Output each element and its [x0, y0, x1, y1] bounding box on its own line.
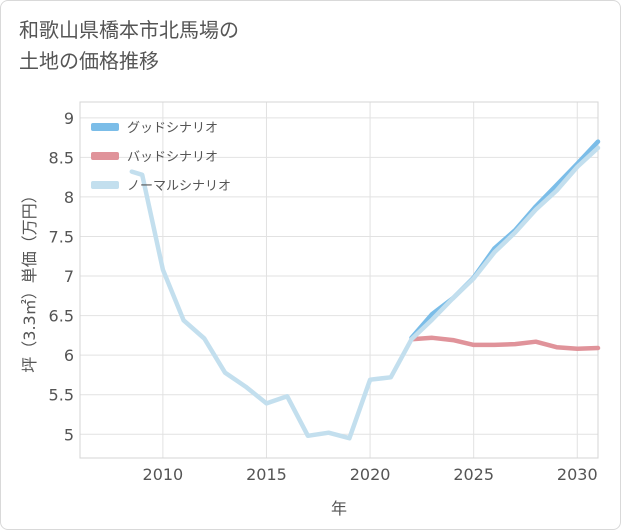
legend-label-normal: ノーマルシナリオ [127, 179, 231, 194]
y-tick-label: 9 [64, 109, 74, 128]
legend-label-bad: バッドシナリオ [127, 150, 218, 165]
y-tick-label: 6.5 [49, 307, 74, 326]
legend-label-good: グッドシナリオ [127, 121, 218, 136]
y-tick-label: 6 [64, 346, 74, 365]
x-tick-labels: 2010 2015 2020 2025 2030 [143, 465, 598, 484]
legend-swatch-normal [91, 181, 119, 189]
y-axis-label: 坪（3.3㎡）単価（万円） [20, 187, 39, 372]
y-tick-labels: 5 5.5 6 6.5 7 7.5 8 8.5 9 [49, 109, 74, 444]
chart-title: 和歌山県橋本市北馬場の 土地の価格推移 [19, 15, 379, 77]
x-tick-label: 2030 [557, 465, 598, 484]
title-line-2: 土地の価格推移 [19, 49, 159, 73]
legend-swatch-bad [91, 152, 119, 160]
title-line-1: 和歌山県橋本市北馬場の [19, 18, 239, 42]
series-layer [129, 139, 601, 441]
plot-area-border [79, 101, 599, 459]
y-tick-label: 5 [64, 425, 74, 444]
x-axis-label: 年 [331, 499, 347, 518]
y-tick-label: 8.5 [49, 148, 74, 167]
x-tick-label: 2010 [143, 465, 184, 484]
series-line-bad [409, 335, 601, 352]
y-tick-label: 5.5 [49, 386, 74, 405]
y-tick-label: 7.5 [49, 227, 74, 246]
x-tick-label: 2015 [246, 465, 287, 484]
legend-swatch-good [91, 123, 119, 131]
series-line-normal [129, 145, 601, 441]
x-tick-label: 2025 [453, 465, 494, 484]
y-tick-label: 8 [64, 188, 74, 207]
x-tick-label: 2020 [350, 465, 391, 484]
y-tick-label: 7 [64, 267, 74, 286]
